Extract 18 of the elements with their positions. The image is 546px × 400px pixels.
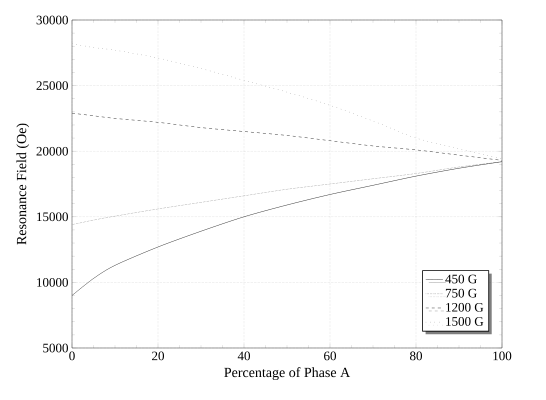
x-tick-label: 0: [69, 352, 75, 360]
legend-label: 1200 G: [446, 302, 484, 312]
legend-label: 1500 G: [446, 317, 484, 326]
y-axis-title: Resonance Field (Oe): [16, 124, 30, 245]
x-tick-label: 20: [152, 352, 164, 360]
legend-label: 750 G: [446, 288, 477, 298]
x-tick-label: 80: [410, 352, 422, 360]
y-tick-label: 5000: [43, 344, 68, 352]
y-tick-label: 25000: [36, 81, 68, 90]
legend-label: 450 G: [445, 274, 477, 284]
x-tick-label: 40: [238, 352, 250, 360]
x-axis-title: Percentage of Phase A: [224, 367, 350, 380]
y-tick-label: 20000: [36, 146, 68, 156]
y-tick-label: 15000: [37, 212, 68, 222]
y-tick-label: 10000: [37, 278, 68, 287]
x-tick-label: 100: [493, 352, 512, 360]
x-tick-label: 60: [324, 352, 336, 360]
y-tick-label: 30000: [36, 16, 68, 24]
